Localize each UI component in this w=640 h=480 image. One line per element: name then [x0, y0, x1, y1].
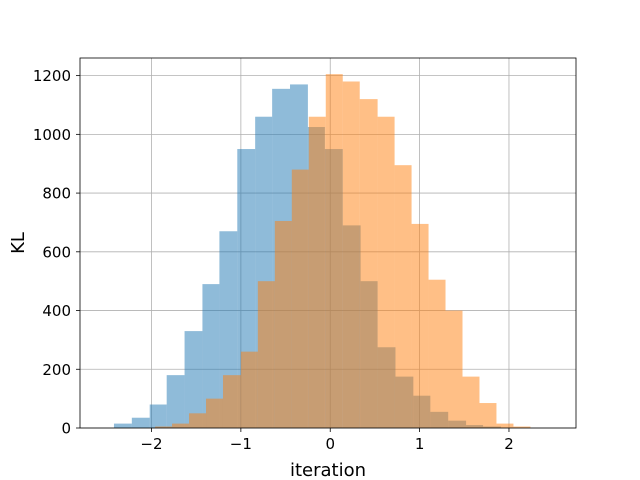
y-tick-label: 600 [42, 243, 71, 261]
x-axis-label: iteration [290, 460, 366, 480]
y-tick-label: 1000 [33, 126, 71, 144]
histogram-bar [394, 165, 412, 428]
x-tick-label: 0 [325, 435, 335, 453]
histogram-bar [166, 375, 185, 428]
histogram-bar [257, 281, 275, 428]
histogram-bar [184, 331, 203, 428]
histogram-bar [274, 220, 292, 428]
histogram-bar [113, 423, 132, 428]
histogram-bar [202, 284, 220, 428]
histogram-bar [479, 403, 497, 428]
axis-ticks: −2 −1 0 1 2 0 200 400 600 800 1000 1200 [33, 67, 514, 453]
histogram-bar [189, 413, 207, 428]
y-tick-label: 200 [42, 361, 71, 379]
histogram-bar [131, 417, 150, 428]
y-tick-label: 0 [61, 420, 71, 438]
histogram-bars [113, 74, 531, 429]
histogram-bar [149, 404, 167, 428]
histogram-bar [172, 423, 190, 428]
histogram-bar [240, 351, 258, 428]
x-tick-label: 1 [415, 435, 425, 453]
histogram-bar [308, 116, 326, 428]
y-tick-label: 1200 [33, 67, 71, 85]
histogram-bar [222, 375, 241, 428]
histogram-bar [342, 81, 360, 428]
histogram-bar [155, 426, 173, 428]
histogram-bar [496, 423, 514, 428]
histogram-bar [428, 279, 446, 428]
histogram-bar [377, 116, 395, 428]
y-tick-label: 800 [42, 185, 71, 203]
x-tick-label: −2 [140, 435, 162, 453]
y-axis-label: KL [8, 232, 29, 254]
histogram-bar [206, 398, 223, 428]
x-tick-label: −1 [230, 435, 252, 453]
histogram-bar [359, 99, 378, 428]
histogram-bar [513, 426, 531, 428]
histogram-bar [411, 223, 429, 428]
plot-area-frame [79, 57, 577, 429]
x-tick-label: 2 [504, 435, 514, 453]
histogram-series-2 [155, 74, 531, 429]
histogram-bar [445, 310, 463, 428]
histogram-bar [325, 74, 343, 429]
histogram-bar [462, 376, 480, 428]
histogram-bar [291, 169, 309, 429]
y-tick-label: 400 [42, 302, 71, 320]
